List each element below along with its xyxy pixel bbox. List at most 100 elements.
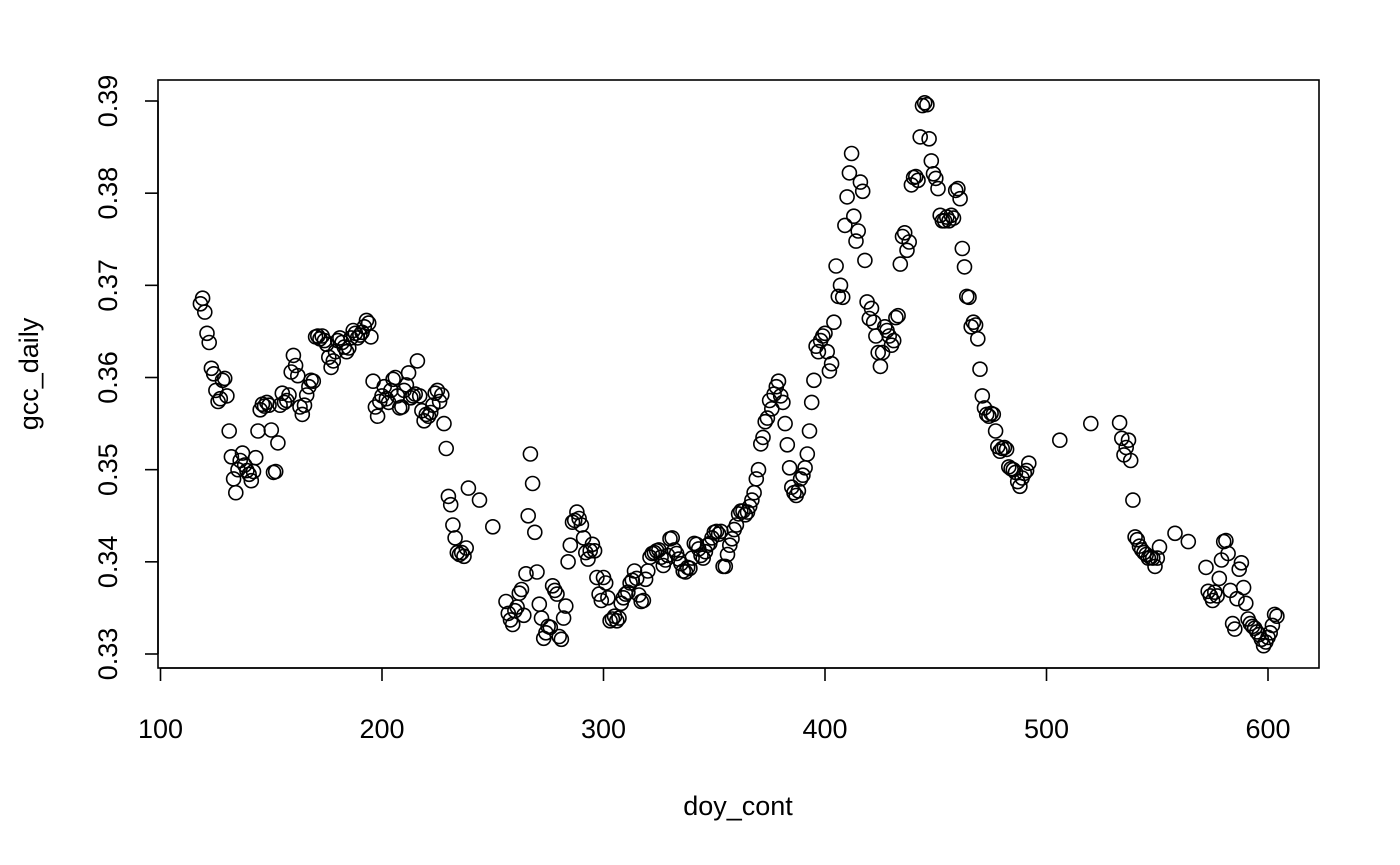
y-tick-label: 0.38 xyxy=(93,167,123,220)
data-point xyxy=(996,439,1013,456)
data-point xyxy=(899,242,915,259)
x-tick-label: 100 xyxy=(138,714,183,744)
y-tick-label: 0.34 xyxy=(93,536,123,589)
data-point xyxy=(664,530,681,546)
data-point xyxy=(901,234,918,250)
data-point xyxy=(744,492,760,508)
data-point xyxy=(325,353,342,369)
data-point xyxy=(1145,550,1161,566)
data-point xyxy=(394,399,410,415)
data-point xyxy=(1266,606,1283,623)
x-tick-label: 200 xyxy=(359,714,404,744)
data-point xyxy=(1211,570,1228,587)
data-point xyxy=(806,372,822,389)
data-point xyxy=(717,558,734,575)
data-point xyxy=(876,318,893,335)
data-point xyxy=(223,448,240,465)
data-point xyxy=(247,449,264,466)
data-point xyxy=(1231,561,1247,578)
data-point xyxy=(947,182,964,199)
data-point xyxy=(628,570,645,587)
data-point xyxy=(600,589,616,606)
data-point xyxy=(261,397,277,414)
data-point xyxy=(943,207,960,224)
data-point xyxy=(803,394,820,411)
data-point xyxy=(287,357,304,374)
x-tick-label: 500 xyxy=(1024,714,1069,744)
data-point xyxy=(458,540,475,556)
data-point xyxy=(748,471,765,487)
data-point xyxy=(522,446,539,462)
data-point xyxy=(759,410,776,426)
data-point xyxy=(557,598,574,614)
data-point xyxy=(549,586,565,602)
y-tick-label: 0.36 xyxy=(93,351,123,404)
data-point xyxy=(1233,554,1250,571)
data-point xyxy=(1198,559,1214,576)
data-point xyxy=(402,389,419,406)
data-point xyxy=(460,480,477,496)
data-point xyxy=(1127,529,1143,545)
data-point xyxy=(826,314,842,331)
data-point xyxy=(296,397,313,414)
data-point xyxy=(1016,465,1033,482)
data-point xyxy=(294,406,311,423)
data-point xyxy=(526,524,543,541)
data-point xyxy=(923,153,940,169)
data-point xyxy=(770,373,787,390)
data-point xyxy=(653,549,669,566)
data-point xyxy=(615,589,632,606)
data-point xyxy=(730,506,747,522)
data-point xyxy=(571,510,587,527)
data-point xyxy=(881,328,898,344)
data-point xyxy=(1204,592,1221,609)
data-point xyxy=(635,592,652,609)
data-point xyxy=(757,413,774,430)
data-point xyxy=(438,440,455,457)
data-point xyxy=(411,388,428,404)
data-point xyxy=(854,183,871,200)
data-point xyxy=(896,225,913,241)
data-point xyxy=(484,518,501,535)
data-point xyxy=(752,436,769,452)
x-axis: 100 200 300 400 500 600 xyxy=(138,667,1291,744)
data-point xyxy=(841,165,858,181)
data-point xyxy=(1255,637,1272,654)
data-point xyxy=(930,180,946,197)
data-point xyxy=(338,343,355,360)
data-point xyxy=(741,498,758,515)
data-point xyxy=(927,170,944,187)
data-point xyxy=(387,369,404,386)
y-tick-label: 0.39 xyxy=(93,75,123,128)
data-point xyxy=(810,343,827,360)
data-point xyxy=(708,523,725,540)
data-point xyxy=(888,309,904,326)
data-point xyxy=(301,378,317,395)
data-point xyxy=(823,355,840,372)
y-axis: 0.33 0.34 0.35 0.36 0.37 0.38 0.39 xyxy=(93,75,159,680)
data-point xyxy=(972,361,988,378)
data-point xyxy=(221,423,237,439)
data-point xyxy=(843,145,860,162)
data-point xyxy=(954,240,971,257)
data-point xyxy=(216,370,233,387)
data-point xyxy=(214,372,231,389)
data-point xyxy=(850,223,867,239)
data-point xyxy=(885,332,902,349)
data-point xyxy=(440,488,457,505)
data-point xyxy=(961,289,977,306)
data-point xyxy=(817,325,833,342)
data-point xyxy=(861,310,878,327)
data-point xyxy=(916,95,933,111)
data-point xyxy=(1129,531,1146,548)
data-point xyxy=(987,423,1004,439)
data-point xyxy=(363,329,379,345)
data-point xyxy=(631,587,647,603)
data-point xyxy=(682,560,698,577)
data-point xyxy=(845,208,862,224)
data-point xyxy=(378,390,395,407)
data-point xyxy=(270,435,286,451)
data-point xyxy=(456,548,472,565)
data-point xyxy=(429,382,446,399)
